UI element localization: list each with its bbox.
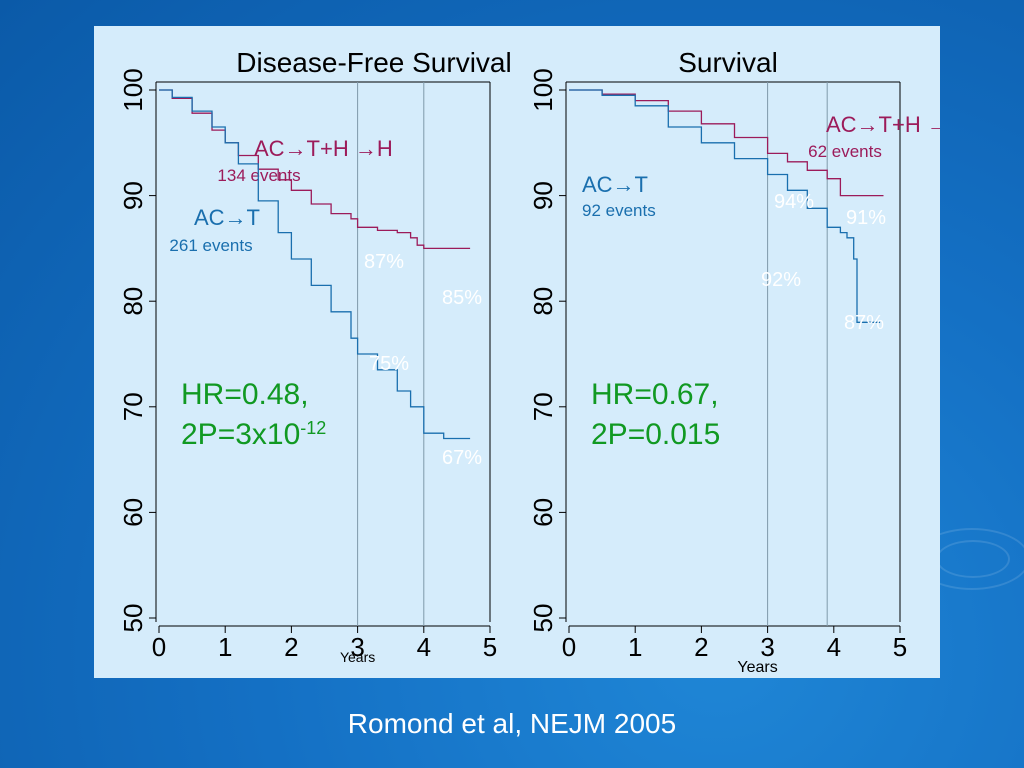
os-percent-annotation: 87%: [844, 312, 884, 334]
dfs-chart-title: Disease-Free Survival: [236, 47, 511, 78]
os-x-tick-label: 2: [694, 632, 708, 662]
os-chart-title: Survival: [678, 47, 778, 78]
os-y-tick-label: 70: [528, 392, 558, 421]
os-series-line-act: [569, 89, 881, 323]
dfs-y-tick-label: 60: [118, 498, 148, 527]
dfs-series-label: AC→T: [194, 205, 260, 230]
dfs-series-events-label: 261 events: [169, 236, 252, 255]
dfs-p-value-exponent: -12: [300, 418, 326, 438]
os-y-tick-label: 80: [528, 287, 558, 316]
dfs-percent-annotation: 67%: [442, 447, 482, 469]
os-y-tick-label: 60: [528, 498, 558, 527]
dfs-series-label: AC→T+H →H: [254, 136, 393, 161]
dfs-x-tick-label: 4: [417, 632, 431, 662]
os-y-tick-label: 100: [528, 68, 558, 111]
os-p-value-text: 2P=0.015: [591, 418, 720, 451]
dfs-hazard-ratio-text: HR=0.48,: [181, 378, 309, 411]
dfs-p-value-text: 2P=3x10-12: [181, 418, 326, 451]
dfs-y-tick-label: 80: [118, 287, 148, 316]
dfs-x-tick-label: 2: [284, 632, 298, 662]
dfs-x-tick-label: 3: [350, 632, 364, 662]
dfs-series-line-act: [159, 89, 471, 440]
dfs-x-tick-label: 5: [483, 632, 497, 662]
os-x-tick-label: 1: [628, 632, 642, 662]
os-series-label: AC→T: [582, 172, 648, 197]
os-percent-annotation: 91%: [846, 207, 886, 229]
dfs-y-tick-label: 100: [118, 68, 148, 111]
os-x-tick-label: 3: [760, 632, 774, 662]
dfs-y-tick-label: 50: [118, 604, 148, 633]
os-y-tick-label: 90: [528, 181, 558, 210]
os-x-axis-label: Years: [737, 659, 777, 676]
citation: Romond et al, NEJM 2005: [347, 708, 677, 739]
os-hazard-ratio-text: HR=0.67,: [591, 378, 719, 411]
os-x-tick-label: 0: [562, 632, 576, 662]
dfs-percent-annotation: 85%: [442, 287, 482, 309]
dfs-percent-annotation: 75%: [369, 353, 409, 375]
os-percent-annotation: 94%: [774, 191, 814, 213]
dfs-x-tick-label: 0: [152, 632, 166, 662]
os-series-label: AC→T+H →H: [826, 112, 940, 137]
chart-panel: Disease-Free Survival 50 60 70 80 90 100 0 1 2 3 4 5…: [94, 26, 940, 678]
os-y-tick-label: 50: [528, 604, 558, 633]
dfs-y-tick-label: 70: [118, 392, 148, 421]
os-percent-annotation: 92%: [761, 269, 801, 291]
dfs-percent-annotation: 87%: [364, 251, 404, 273]
os-x-tick-label: 5: [893, 632, 907, 662]
os-series-events-label: 62 events: [808, 142, 882, 161]
dfs-series-events-label: 134 events: [217, 166, 300, 185]
dfs-y-tick-label: 90: [118, 181, 148, 210]
os-series-events-label: 92 events: [582, 201, 656, 220]
dfs-x-axis-label: Years: [340, 649, 375, 665]
dfs-x-tick-label: 1: [218, 632, 232, 662]
os-x-tick-label: 4: [827, 632, 841, 662]
